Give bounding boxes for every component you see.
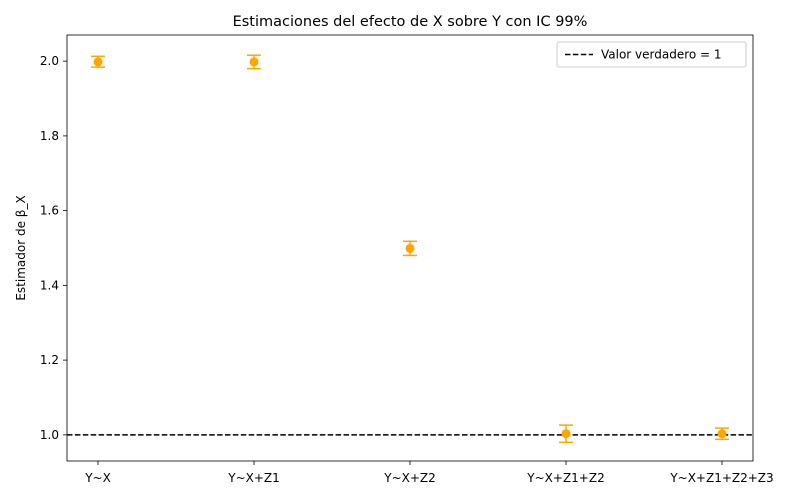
y-tick-label: 1.6: [40, 204, 59, 218]
y-tick-label: 1.2: [40, 353, 59, 367]
estimate-point: [249, 57, 259, 67]
legend-box: [556, 41, 747, 68]
estimate-point: [561, 429, 571, 439]
chart-title: Estimaciones del efecto de X sobre Y con…: [233, 14, 588, 30]
x-tick-label: Y~X+Z1: [227, 471, 280, 485]
estimate-point: [93, 57, 103, 67]
estimate-point: [405, 243, 415, 253]
x-tick-label: Y~X+Z1+Z2: [526, 471, 604, 485]
y-axis-label: Estimador de β_X: [14, 195, 28, 300]
legend-label: Valor verdadero = 1: [601, 48, 722, 62]
y-tick-label: 1.4: [40, 278, 59, 292]
y-tick-label: 1.8: [40, 129, 59, 143]
y-tick-label: 1.0: [40, 428, 59, 442]
x-tick-label: Y~X+Z2: [383, 471, 436, 485]
points-layer: [93, 57, 727, 439]
x-axis: Y~X Y~X+Z1 Y~X+Z2 Y~X+Z1+Z2 Y~X+Z1+Z2+Z3: [84, 461, 774, 485]
y-tick-label: 2.0: [40, 54, 59, 68]
x-tick-label: Y~X: [84, 471, 111, 485]
estimate-point: [717, 429, 727, 439]
legend: Valor verdadero = 1: [556, 41, 747, 68]
x-tick-label: Y~X+Z1+Z2+Z3: [669, 471, 773, 485]
y-axis: 1.0 1.2 1.4 1.6 1.8 2.0: [40, 54, 67, 442]
